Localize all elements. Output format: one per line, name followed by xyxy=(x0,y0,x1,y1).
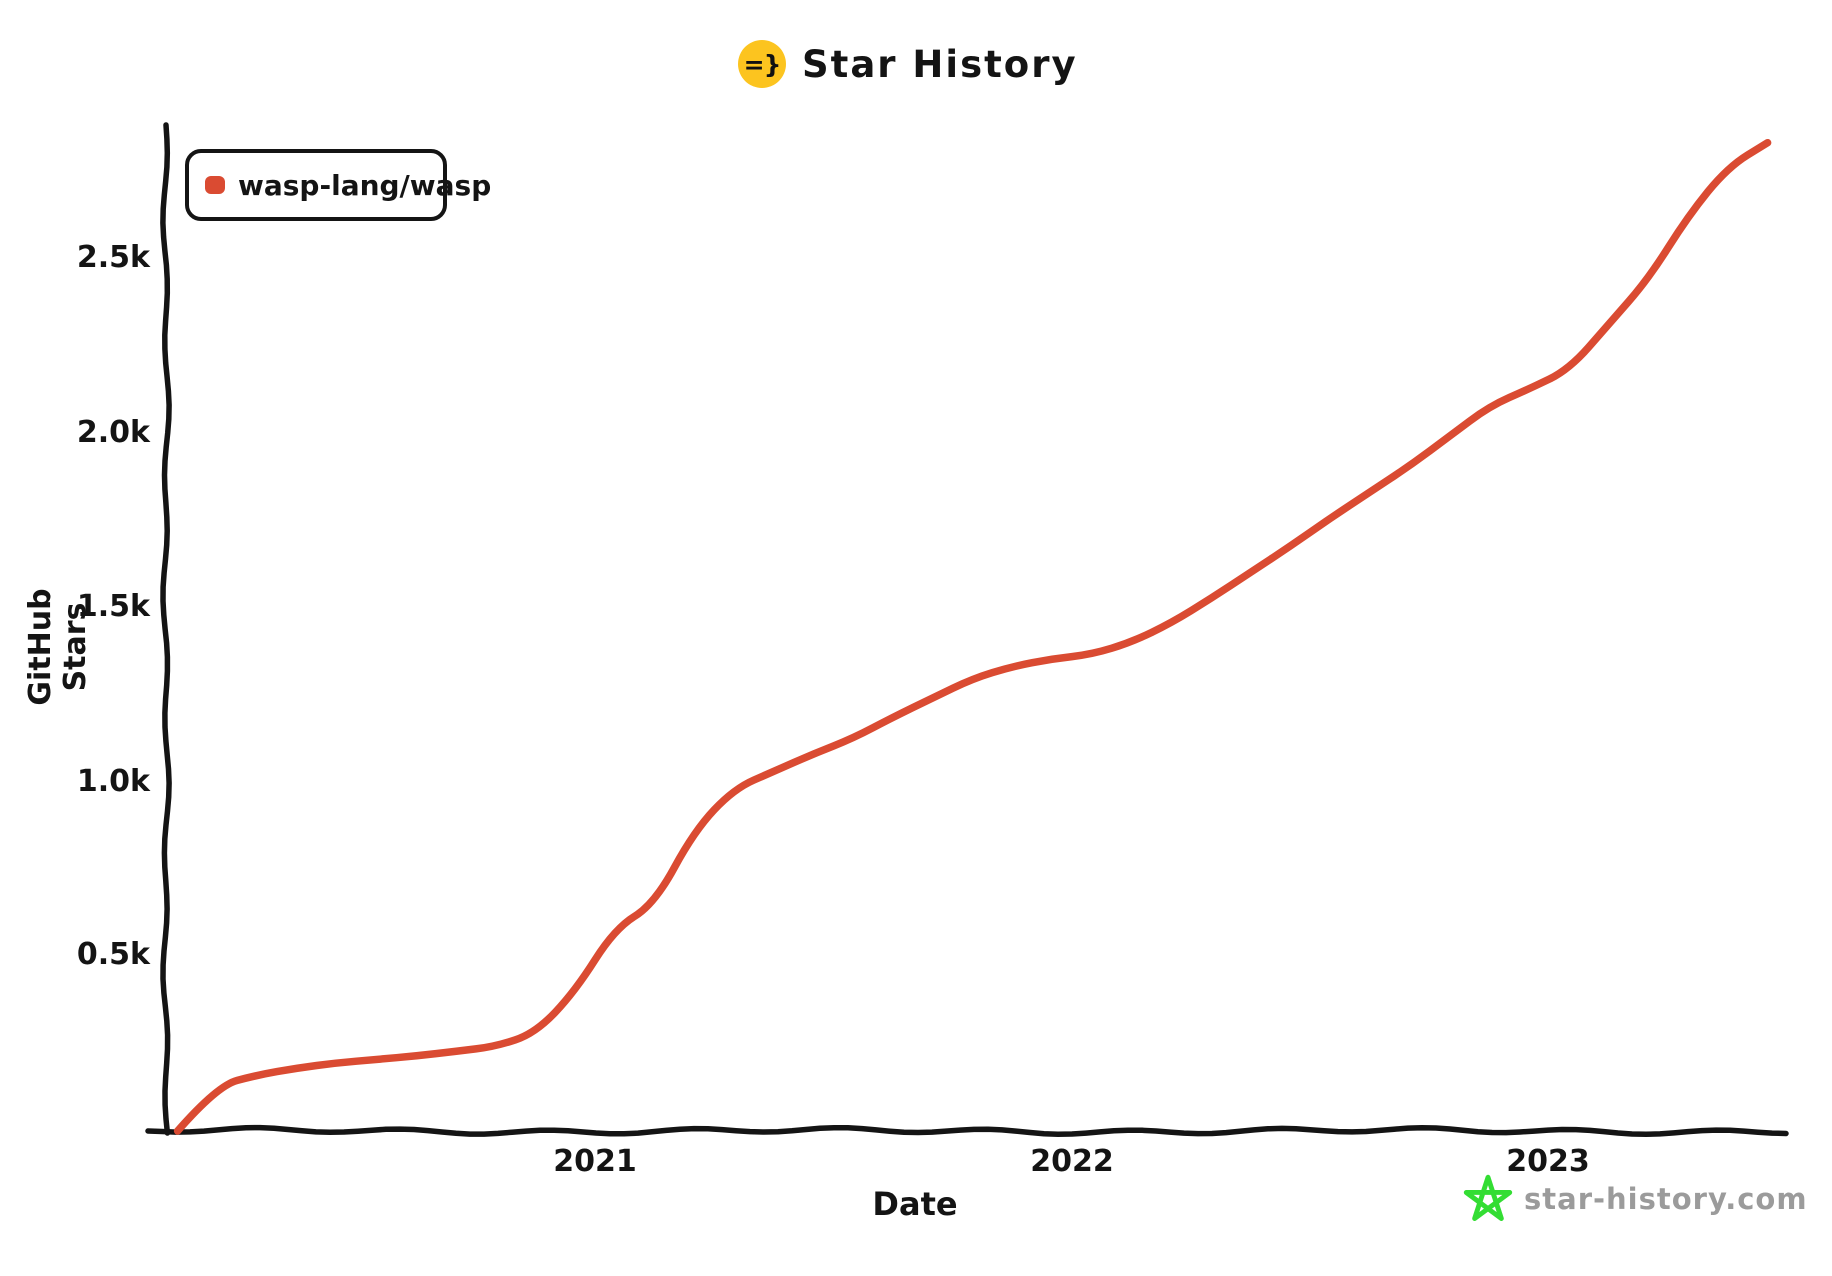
x-tick-2022: 2022 xyxy=(1030,1144,1114,1179)
watermark-text: star-history.com xyxy=(1524,1182,1808,1216)
chart-title-text: Star History xyxy=(802,42,1078,86)
chart-title: =} Star History xyxy=(738,40,1078,88)
y-axis-line xyxy=(160,122,172,1136)
star-icon xyxy=(1463,1174,1513,1222)
x-tick-2023: 2023 xyxy=(1506,1144,1590,1179)
watermark: star-history.com xyxy=(1462,1174,1808,1224)
legend-marker-icon xyxy=(205,176,225,194)
x-axis-line xyxy=(145,1124,1789,1138)
y-tick-1_0k: 1.0k xyxy=(76,764,150,799)
star-icon-shape xyxy=(1463,1174,1513,1222)
x-tick-2021: 2021 xyxy=(553,1144,637,1179)
y-tick-2_5k: 2.5k xyxy=(76,240,150,275)
star-history-logo-icon: =} xyxy=(738,40,786,88)
y-tick-1_5k: 1.5k xyxy=(76,589,150,624)
y-tick-2_0k: 2.0k xyxy=(76,415,150,450)
legend-series-label: wasp-lang/wasp xyxy=(238,168,492,202)
series-line-wasp-lang-wasp xyxy=(173,138,1772,1135)
legend: wasp-lang/wasp xyxy=(185,149,491,221)
x-axis-title: Date xyxy=(872,1185,958,1223)
y-tick-0_5k: 0.5k xyxy=(76,937,150,972)
y-axis-title: GitHub Stars xyxy=(23,588,93,706)
